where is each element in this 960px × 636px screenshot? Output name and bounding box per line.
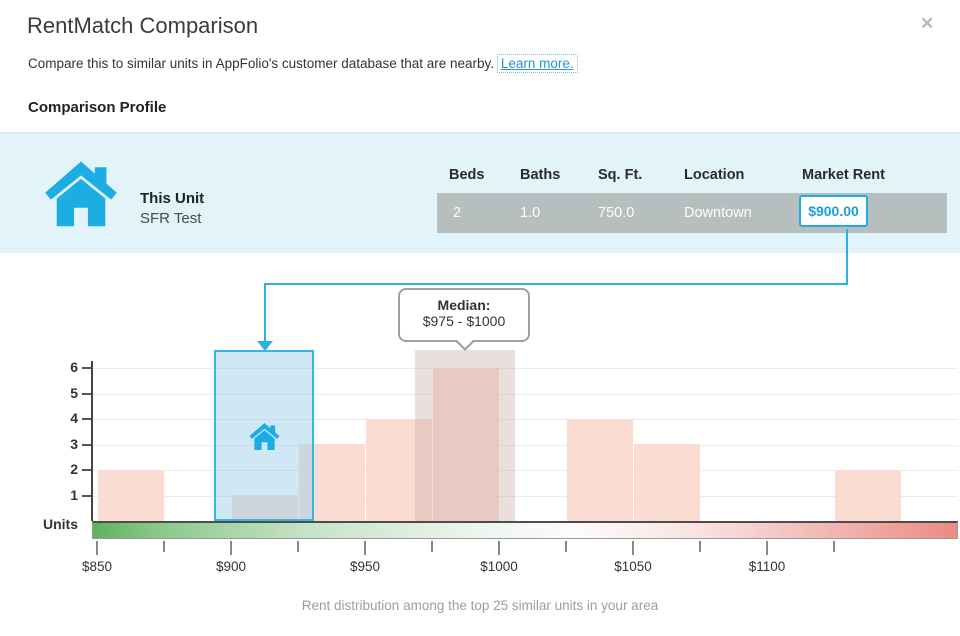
- col-header-baths: Baths: [520, 167, 561, 183]
- col-header-sqft: Sq. Ft.: [598, 167, 643, 183]
- y-axis-tick: [82, 443, 92, 446]
- col-header-location: Location: [684, 167, 745, 183]
- x-axis-tick: [163, 541, 165, 552]
- median-label: Median:: [437, 297, 491, 313]
- subtitle-text: Compare this to similar units in AppFoli…: [28, 56, 495, 71]
- house-icon: [45, 161, 117, 227]
- y-axis-tick: [82, 469, 92, 471]
- col-header-beds: Beds: [449, 167, 485, 183]
- gridline: [92, 495, 958, 497]
- chart-caption: Rent distribution among the top 25 simil…: [301, 598, 659, 613]
- x-axis-tick: [498, 541, 500, 555]
- gridline: [92, 470, 958, 471]
- x-axis-tick: [431, 541, 433, 552]
- y-axis: [91, 361, 93, 521]
- y-axis-tick: [82, 418, 92, 420]
- y-axis-tick-label: 3: [70, 435, 78, 452]
- x-axis-tick: [364, 541, 366, 555]
- close-icon[interactable]: ✕: [920, 14, 935, 33]
- market-rent-value-box[interactable]: $900.00: [799, 195, 868, 227]
- this-unit-label: This Unit: [140, 190, 205, 207]
- arrow-down-icon: [257, 341, 273, 351]
- cell-baths: 1.0: [520, 205, 541, 221]
- y-axis-tick-label: 1: [70, 486, 78, 503]
- x-axis-tick-label: $950: [349, 559, 381, 574]
- y-axis-title: Units: [43, 516, 78, 532]
- y-axis-tick: [82, 494, 92, 497]
- histogram-bar: [634, 444, 700, 521]
- median-highlight-band: [415, 350, 515, 521]
- histogram-bar: [232, 495, 298, 521]
- x-axis-tick: [230, 541, 232, 555]
- this-unit-house-icon: [249, 423, 280, 451]
- x-axis-tick: [833, 541, 835, 552]
- histogram-bar: [299, 444, 365, 521]
- x-axis-tick: [297, 541, 299, 552]
- x-axis-tick: [632, 541, 634, 555]
- col-header-market-rent: Market Rent: [802, 167, 885, 183]
- x-axis-tick-label: $1000: [480, 559, 518, 574]
- x-axis-tick: [96, 541, 98, 555]
- gridline: [92, 444, 958, 446]
- y-axis-tick-label: 4: [70, 410, 78, 426]
- y-axis-tick-label: 6: [70, 359, 78, 375]
- connector-line: [264, 283, 848, 285]
- cell-location: Downtown: [684, 205, 752, 221]
- connector-line: [264, 283, 266, 341]
- dialog-subtitle: Compare this to similar units in AppFoli…: [28, 54, 578, 73]
- x-axis-tick: [565, 541, 567, 552]
- connector-line: [846, 229, 848, 284]
- y-axis-tick-label: 2: [70, 461, 78, 477]
- y-axis-tick-label: 5: [70, 384, 78, 401]
- x-axis-tick: [699, 541, 701, 552]
- gridline: [92, 368, 958, 369]
- y-axis-tick: [82, 367, 92, 369]
- comparison-profile-heading: Comparison Profile: [28, 99, 167, 116]
- median-range: $975 - $1000: [422, 313, 506, 329]
- x-axis-tick-label: $1050: [614, 559, 652, 574]
- comparison-profile-panel: This Unit SFR Test Beds Baths Sq. Ft. Lo…: [0, 133, 960, 253]
- dialog-title: RentMatch Comparison: [27, 13, 259, 38]
- gridline: [92, 393, 958, 395]
- histogram-bar: [567, 419, 633, 521]
- y-axis-tick: [82, 392, 92, 395]
- histogram-bar: [835, 470, 901, 521]
- x-axis-tick: [766, 541, 768, 555]
- x-axis-tick-label: $1100: [748, 559, 786, 574]
- price-gradient-bar: [92, 521, 958, 539]
- unit-name: SFR Test: [140, 210, 202, 227]
- histogram-bar: [433, 368, 499, 521]
- histogram-bar: [366, 419, 432, 521]
- section-divider: [0, 132, 960, 133]
- cell-sqft: 750.0: [598, 205, 635, 221]
- x-axis-tick-label: $850: [81, 559, 113, 574]
- gridline: [92, 419, 958, 420]
- learn-more-link[interactable]: Learn more.: [496, 54, 578, 73]
- histogram-bar: [98, 470, 164, 521]
- cell-beds: 2: [453, 205, 462, 221]
- median-callout: Median: $975 - $1000: [398, 288, 530, 351]
- x-axis-tick-label: $900: [215, 559, 247, 574]
